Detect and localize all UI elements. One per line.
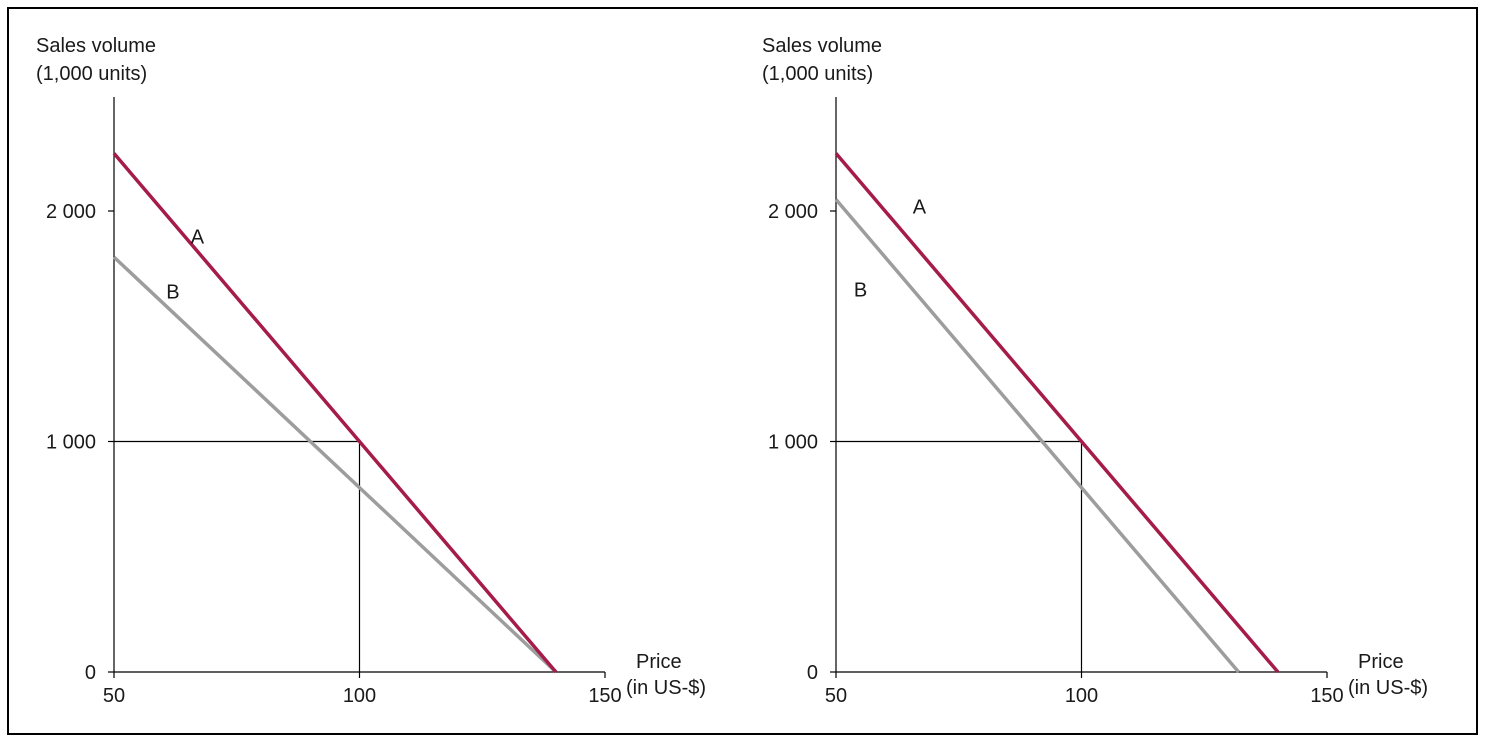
y-axis-title-line-1: Sales volume [36, 35, 156, 57]
series-label-a: A [191, 226, 205, 248]
series-line-a [834, 152, 1280, 674]
x-tick-label: 100 [1065, 685, 1098, 707]
x-axis-title-line-2: (in US-$) [1348, 677, 1428, 699]
x-tick-label: 150 [588, 685, 621, 707]
x-tick-label: 150 [1310, 685, 1343, 707]
chart-panel-2: Sales volume (1,000 units) Price (in US-$) 0… [762, 35, 1428, 707]
series-label-b: B [166, 282, 179, 304]
x-axis-title-line-1: Price [1358, 651, 1404, 673]
x-axis-title-line-1: Price [636, 651, 682, 673]
series-line-b [834, 198, 1240, 674]
y-tick-label: 1 000 [768, 432, 818, 454]
series-label-b: B [854, 279, 867, 301]
x-tick-label: 50 [825, 685, 847, 707]
y-tick-label: 0 [807, 662, 818, 684]
y-tick-label: 2 000 [768, 201, 818, 223]
y-axis-title-line-2: (1,000 units) [36, 63, 147, 85]
x-axis-title-line-2: (in US-$) [626, 677, 706, 699]
y-tick-label: 2 000 [46, 201, 96, 223]
y-axis-title-line-2: (1,000 units) [762, 63, 873, 85]
series-line-a [112, 152, 558, 674]
x-tick-label: 100 [343, 685, 376, 707]
y-tick-label: 1 000 [46, 432, 96, 454]
x-tick-label: 50 [103, 685, 125, 707]
series-line-b [112, 255, 558, 674]
y-axis-title-line-1: Sales volume [762, 35, 882, 57]
y-tick-label: 0 [85, 662, 96, 684]
figure-frame [7, 7, 1478, 735]
chart-panel-1: Sales volume (1,000 units) Price (in US-$) 0… [36, 35, 706, 707]
series-label-a: A [913, 196, 927, 218]
